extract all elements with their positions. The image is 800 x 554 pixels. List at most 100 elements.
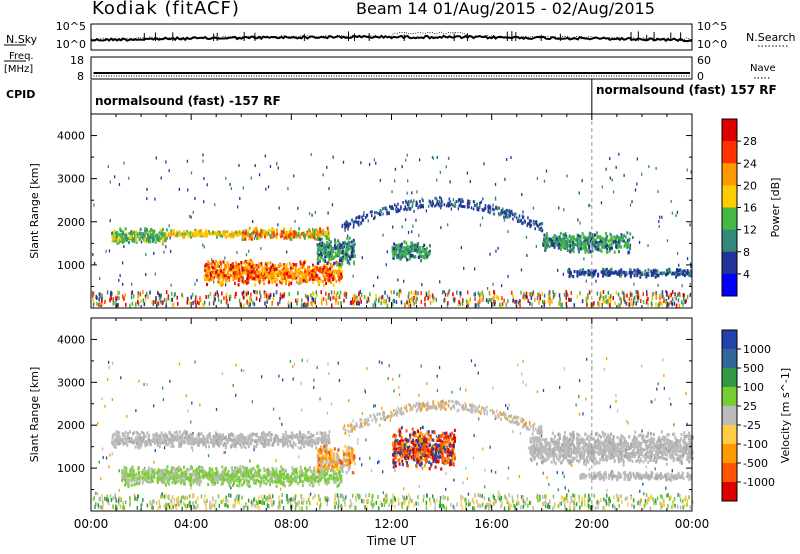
scatter-cell [538, 227, 540, 231]
scatter-cell [605, 501, 608, 506]
scatter-cell [392, 377, 394, 381]
scatter-cell [327, 275, 330, 279]
scatter-cell [415, 300, 417, 305]
scatter-cell [559, 231, 562, 236]
scatter-cell [477, 303, 480, 308]
scatter-cell [205, 228, 208, 233]
scatter-cell [466, 300, 469, 305]
scatter-cell [392, 253, 395, 258]
scatter-cell [104, 404, 106, 408]
scatter-cell [133, 493, 136, 497]
scatter-cell [232, 277, 235, 281]
scatter-cell [115, 239, 118, 243]
scatter-cell [329, 251, 332, 255]
y-tick-label: 2000 [57, 216, 85, 229]
scatter-cell [205, 506, 207, 511]
scatter-cell [663, 373, 665, 377]
scatter-cell [385, 263, 387, 267]
scatter-cell [558, 242, 561, 246]
scatter-cell [176, 234, 179, 238]
scatter-cell [92, 253, 94, 257]
scatter-cell [234, 294, 236, 299]
scatter-cell [312, 235, 315, 239]
scatter-cell [602, 298, 605, 303]
scatter-cell [375, 293, 377, 298]
scatter-cell [247, 233, 250, 237]
scatter-cell [607, 301, 609, 306]
scatter-cell [474, 297, 476, 302]
scatter-cell [269, 261, 272, 265]
scatter-cell [123, 161, 125, 165]
scatter-cell [186, 300, 188, 305]
scatter-cell [466, 171, 469, 175]
scatter-cell [228, 273, 231, 277]
scatter-cell [655, 501, 657, 506]
scatter-cell [400, 242, 403, 246]
scatter-cell [690, 265, 692, 269]
scatter-cell [648, 497, 650, 502]
scatter-cell [224, 283, 227, 287]
scatter-cell [254, 228, 257, 233]
scatter-cell [517, 300, 520, 305]
scatter-cell [355, 220, 357, 224]
scatter-cell [243, 261, 246, 265]
scatter-cell [409, 200, 412, 204]
scatter-cell [253, 496, 256, 501]
scatter-cell [157, 506, 159, 511]
scatter-cell [671, 211, 674, 215]
scatter-cell [530, 223, 533, 227]
scatter-cell [564, 235, 567, 240]
scatter-cell [124, 293, 127, 298]
scatter-cell [252, 498, 255, 503]
scatter-cell [340, 269, 343, 273]
scatter-cell [636, 295, 639, 300]
scatter-cell [286, 232, 289, 236]
scatter-cell [171, 495, 174, 500]
scatter-cell [406, 251, 409, 255]
scatter-cell [361, 463, 363, 467]
scatter-cell [686, 272, 689, 276]
scatter-cell [223, 296, 225, 301]
scatter-cell [242, 229, 244, 233]
scatter-cell [568, 267, 571, 272]
scatter-cell [361, 256, 363, 260]
scatter-cell [489, 499, 492, 504]
scatter-cell [370, 469, 373, 473]
scatter-cell [411, 201, 414, 205]
scatter-cell [286, 497, 288, 502]
scatter-cell [188, 502, 190, 507]
scatter-cell [272, 232, 275, 236]
scatter-cell [583, 246, 586, 250]
scatter-cell [260, 262, 263, 266]
scatter-cell [440, 226, 442, 230]
scatter-cell [253, 448, 255, 452]
scatter-cell [672, 272, 675, 276]
scatter-cell [468, 205, 470, 209]
scatter-cell [116, 237, 119, 241]
scatter-cell [316, 261, 319, 266]
scatter-cell [219, 260, 222, 264]
scatter-cell [407, 179, 409, 183]
scatter-cell [324, 254, 327, 259]
scatter-cell [625, 301, 628, 306]
scatter-cell [603, 506, 606, 511]
scatter-cell [447, 301, 449, 306]
scatter-cell [478, 502, 480, 507]
scatter-cell [361, 215, 363, 219]
scatter-cell [196, 504, 198, 509]
scatter-cell [682, 296, 685, 301]
scatter-cell [354, 505, 357, 510]
scatter-cell [620, 268, 623, 272]
scatter-cell [588, 204, 590, 208]
scatter-cell [618, 249, 620, 254]
scatter-cell [467, 302, 470, 307]
scatter-cell [610, 234, 613, 238]
scatter-cell [619, 303, 621, 308]
scatter-cell [253, 236, 256, 240]
scatter-cell [392, 299, 395, 304]
scatter-cell [680, 269, 683, 274]
scatter-cell [440, 197, 443, 201]
scatter-cell [574, 497, 576, 502]
scatter-cell [286, 275, 289, 279]
scatter-cell [234, 500, 237, 505]
